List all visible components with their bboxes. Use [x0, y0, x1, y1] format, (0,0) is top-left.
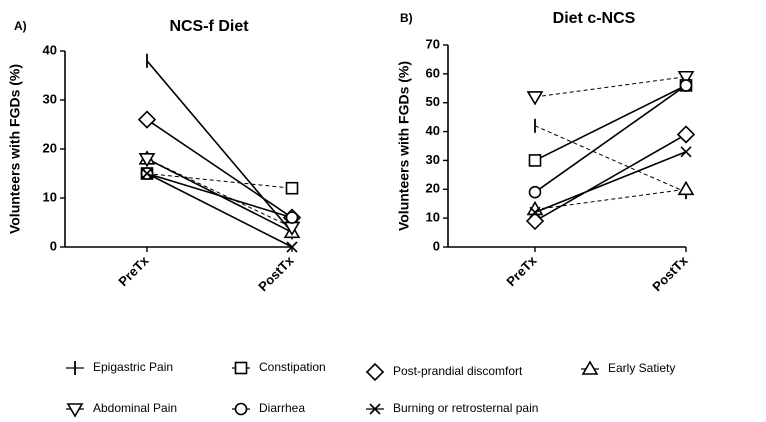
data-point-burning-or-retrosternal-pain-posttx-marker — [286, 241, 298, 253]
series-line-diarrhea — [534, 84, 687, 193]
y-tick-label: 0 — [433, 238, 440, 253]
y-tick-label: 30 — [43, 91, 57, 106]
series-line-burning-or-retrosternal-pain — [534, 151, 687, 214]
series-diarrhea — [140, 167, 299, 224]
y-axis-title: Volunteers with FGDs (%) — [7, 64, 23, 234]
data-point-burning-or-retrosternal-pain-pretx-marker — [141, 167, 153, 180]
legend-diarrhea-marker — [234, 402, 248, 416]
legend-early-satiety-marker — [581, 360, 599, 375]
y-tick-label: 0 — [50, 238, 57, 253]
x-tick-label-pretx: PreTx — [115, 252, 152, 289]
legend-label: Early Satiety — [608, 361, 675, 375]
chart-title: Diet c-NCS — [553, 10, 636, 27]
y-tick-label: 20 — [43, 140, 57, 155]
legend-item-early-satiety: Early Satiety — [581, 360, 675, 375]
legend-label: Burning or retrosternal pain — [393, 401, 538, 415]
legend-label: Post-prandial discomfort — [393, 364, 523, 378]
legend-constipation-marker — [234, 361, 248, 375]
legend-item-burning-or-retrosternal-pain: Burning or retrosternal pain — [366, 401, 538, 415]
series-constipation — [140, 167, 299, 195]
legend-label: Abdominal Pain — [93, 401, 177, 415]
data-point-diarrhea-posttx-marker — [679, 79, 693, 92]
series-line-post-prandial-discomfort — [146, 118, 293, 219]
series-diarrhea — [528, 79, 693, 199]
data-point-abdominal-pain-posttx-marker — [677, 70, 695, 86]
data-point-early-satiety-posttx-marker — [677, 180, 695, 196]
legend-burning-or-retrosternal-pain-marker — [369, 403, 381, 415]
data-point-abdominal-pain-pretx-marker — [526, 91, 544, 106]
legend-label: Constipation — [259, 360, 326, 374]
data-point-burning-or-retrosternal-pain-pretx-marker — [529, 206, 541, 218]
x-tick-label-posttx: PostTx — [255, 252, 297, 294]
y-axis-title: Volunteers with FGDs (%) — [396, 61, 412, 231]
x-tick-label-posttx: PostTx — [649, 252, 691, 294]
y-tick-label: 40 — [43, 42, 57, 57]
data-point-constipation-pretx-marker — [528, 154, 542, 167]
x-tick-label-pretx: PreTx — [503, 252, 540, 289]
y-tick-label: 60 — [426, 65, 440, 80]
data-point-post-prandial-discomfort-pretx-marker — [525, 211, 545, 231]
legend-item-diarrhea: Diarrhea — [232, 401, 305, 416]
series-line-constipation — [534, 84, 687, 162]
panel-label: A) — [14, 19, 27, 33]
y-tick-label: 30 — [426, 152, 440, 167]
panel-b-chart: B) Diet c-NCS Volunteers with FGDs (%) 0 10 2… — [396, 10, 696, 294]
data-point-abdominal-pain-pretx-marker — [138, 153, 156, 168]
data-point-post-prandial-discomfort-posttx-marker — [676, 125, 696, 144]
series-abdominal-pain — [526, 70, 695, 106]
y-tick-label: 70 — [426, 36, 440, 51]
series-post-prandial-discomfort — [525, 125, 696, 231]
legend-item-abdominal-pain: Abdominal Pain — [66, 401, 177, 418]
series-burning-or-retrosternal-pain — [529, 146, 692, 218]
y-tick-label: 10 — [426, 210, 440, 225]
y-tick-label: 50 — [426, 94, 440, 109]
data-point-constipation-posttx-marker — [285, 181, 299, 195]
legend: Epigastric Pain Constipation Post-prandial… — [66, 360, 675, 418]
series-line-post-prandial-discomfort — [534, 133, 687, 222]
series-burning-or-retrosternal-pain — [141, 167, 298, 253]
data-point-post-prandial-discomfort-pretx-marker — [137, 110, 157, 129]
series-line-burning-or-retrosternal-pain — [146, 172, 293, 248]
legend-item-post-prandial-discomfort: Post-prandial discomfort — [365, 362, 523, 382]
series-early-satiety — [138, 150, 301, 239]
series-early-satiety — [526, 180, 695, 216]
series-epigastric-pain — [534, 118, 687, 200]
data-point-diarrhea-posttx-marker — [285, 211, 299, 224]
legend-label: Epigastric Pain — [93, 360, 173, 374]
series-line-epigastric-pain — [146, 60, 293, 233]
legend-label: Diarrhea — [259, 401, 305, 415]
data-point-diarrhea-pretx-marker — [528, 185, 542, 199]
legend-item-epigastric-pain: Epigastric Pain — [66, 360, 173, 375]
legend-post-prandial-discomfort-marker — [365, 362, 385, 382]
series-abdominal-pain — [138, 153, 301, 236]
series-line-abdominal-pain — [146, 158, 293, 228]
y-tick-label: 20 — [426, 181, 440, 196]
chart-title: NCS-f Diet — [169, 18, 249, 35]
panel-label: B) — [400, 11, 413, 25]
series-post-prandial-discomfort — [137, 110, 302, 227]
data-point-burning-or-retrosternal-pain-posttx-marker — [680, 146, 692, 158]
panel-a-chart: A) NCS-f Diet Volunteers with FGDs (%) 0 10 2… — [7, 18, 302, 294]
series-line-constipation — [146, 173, 293, 189]
y-tick-label: 10 — [43, 189, 57, 204]
y-tick-label: 40 — [426, 123, 440, 138]
legend-abdominal-pain-marker — [66, 403, 84, 418]
series-line-diarrhea — [146, 172, 293, 219]
series-line-early-satiety — [534, 188, 687, 210]
series-line-abdominal-pain — [534, 76, 687, 98]
series-constipation — [528, 79, 693, 167]
legend-item-constipation: Constipation — [232, 360, 326, 375]
